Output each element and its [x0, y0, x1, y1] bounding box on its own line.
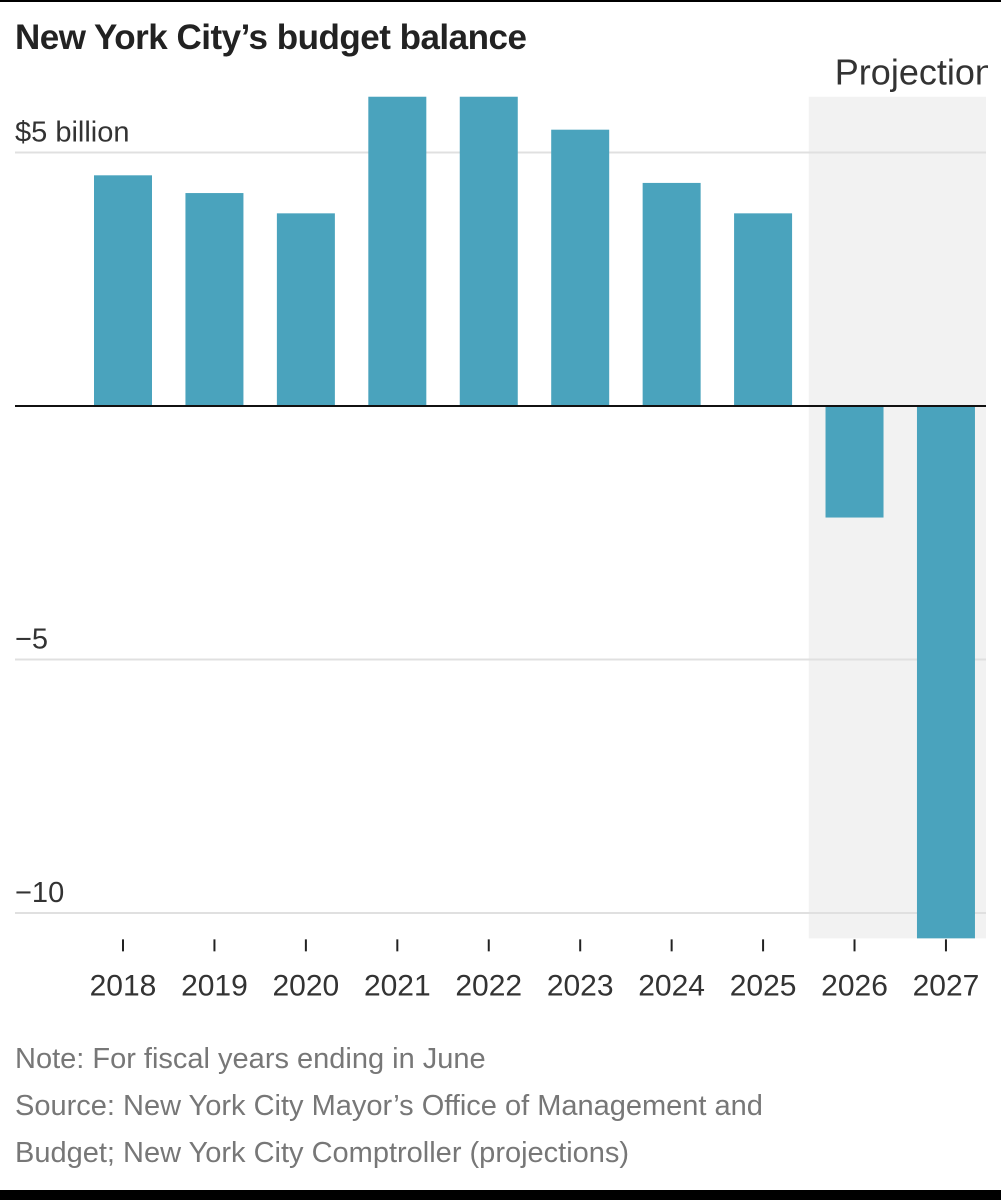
bar-2027 — [916, 406, 975, 939]
bar-2019 — [185, 193, 244, 406]
chart-title: New York City’s budget balance — [15, 18, 527, 57]
y-tick-label-0: $5 billion — [15, 117, 129, 149]
y-tick-label-1: −5 — [15, 624, 48, 656]
bar-2021 — [368, 96, 427, 406]
x-tick-label-2027: 2027 — [913, 969, 980, 1002]
bottom-border — [0, 1190, 1001, 1200]
chart-source-line-1: Source: New York City Mayor’s Office of … — [15, 1090, 763, 1122]
chart-footer: Note: For fiscal years ending in June So… — [15, 1036, 975, 1177]
x-tick-label-2022: 2022 — [455, 969, 522, 1002]
x-tick-label-2023: 2023 — [547, 969, 614, 1002]
bar-2023 — [551, 129, 610, 406]
x-tick-label-2020: 2020 — [273, 969, 340, 1002]
x-tick-label-2026: 2026 — [821, 969, 888, 1002]
projection-label: Projections — [835, 52, 1001, 93]
bar-2022 — [459, 96, 518, 406]
bar-2025 — [734, 213, 793, 406]
top-border — [0, 0, 1001, 2]
x-tick-label-2019: 2019 — [181, 969, 248, 1002]
x-tick-label-2021: 2021 — [364, 969, 431, 1002]
bar-2018 — [94, 175, 152, 406]
chart-note: Note: For fiscal years ending in June — [15, 1043, 486, 1075]
x-tick-label-2018: 2018 — [90, 969, 157, 1002]
bar-2026 — [825, 406, 884, 518]
bar-2024 — [642, 182, 701, 406]
y-tick-label-2: −10 — [15, 877, 64, 909]
x-tick-label-2025: 2025 — [730, 969, 797, 1002]
x-tick-label-2024: 2024 — [638, 969, 705, 1002]
chart-source-line-2: Budget; New York City Comptroller (proje… — [15, 1137, 630, 1169]
bar-2020 — [276, 213, 335, 406]
bar-chart: $5 billion −5 −10 Projections 2018 2019 2020 2… — [15, 52, 1001, 1002]
